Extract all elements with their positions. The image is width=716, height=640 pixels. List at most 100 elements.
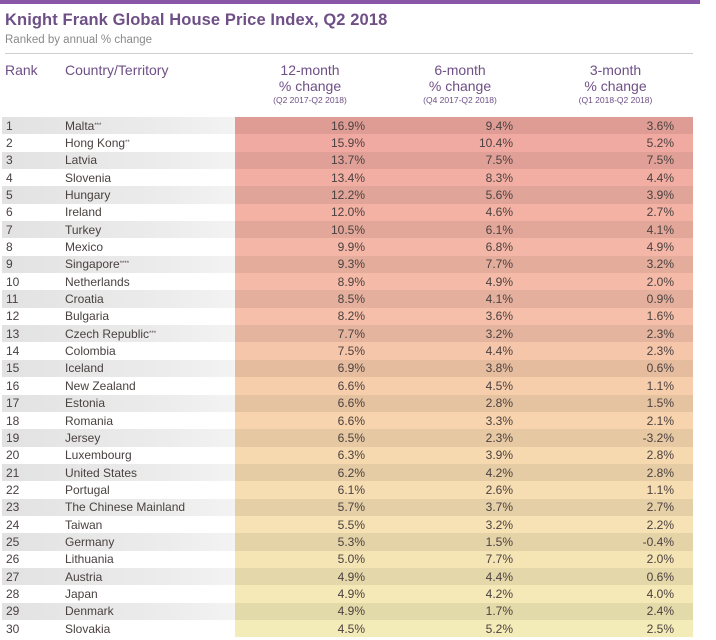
rank-cell: 21 [6, 465, 20, 480]
twelve-month-change-cell: 4.5% [337, 621, 365, 636]
three-month-change-cell: 2.0% [646, 552, 674, 567]
twelve-month-change-cell: 4.9% [337, 569, 365, 584]
country-cell: Iceland [65, 361, 104, 376]
country-cell: Denmark [65, 604, 114, 619]
row-background [2, 255, 235, 274]
row-heat-shading [235, 498, 693, 516]
country-cell: Luxembourg [65, 448, 132, 463]
table-row: 15 Iceland 6.9% 3.8% 0.6% [0, 359, 716, 378]
table-row: 13 Czech Republic *** 7.7% 3.2% 2.3% [0, 325, 716, 343]
six-month-change-cell: 2.3% [485, 430, 513, 445]
footnote-marker: *** [149, 330, 157, 337]
row-heat-shading [235, 550, 693, 568]
three-month-change-cell: 2.3% [646, 326, 674, 341]
row-heat-shading [235, 585, 693, 603]
table-row: 5 Hungary 12.2% 5.6% 3.9% [0, 186, 716, 204]
six-month-change-cell: 3.3% [485, 413, 513, 428]
row-background [2, 411, 235, 430]
three-month-change-cell: 2.1% [646, 413, 674, 428]
row-heat-shading [235, 481, 693, 499]
column-header-3-month-line1: 3-month [589, 62, 642, 78]
row-heat-shading [235, 221, 693, 239]
country-cell: Ireland [65, 205, 102, 220]
row-background [2, 273, 235, 291]
rank-cell: 8 [6, 240, 13, 255]
rank-cell: 22 [6, 482, 20, 497]
twelve-month-change-cell: 4.9% [337, 586, 365, 601]
rank-cell: 23 [6, 500, 20, 515]
rank-cell: 16 [6, 378, 20, 393]
house-price-table: 1 Malta *** 16.9% 9.4% 3.6% 2 Hong Kong ** 15.9% 1… [0, 117, 716, 638]
three-month-change-cell: 0.9% [646, 292, 674, 307]
country-cell: Jersey [65, 430, 101, 445]
row-background [2, 203, 235, 222]
three-month-change-cell: -0.4% [642, 534, 674, 549]
table-row: 25 Germany 5.3% 1.5% -0.4% [0, 533, 716, 551]
rank-cell: 12 [6, 309, 20, 324]
table-row: 7 Turkey 10.5% 6.1% 4.1% [0, 221, 716, 239]
table-row: 24 Taiwan 5.5% 3.2% 2.2% [0, 515, 716, 534]
table-row: 28 Japan 4.9% 4.2% 4.0% [0, 585, 716, 603]
row-background [2, 619, 235, 638]
row-background [2, 359, 235, 378]
twelve-month-change-cell: 9.3% [337, 257, 365, 272]
table-row: 8 Mexico 9.9% 6.8% 4.9% [0, 238, 716, 256]
row-background [2, 151, 235, 170]
row-heat-shading [235, 325, 693, 343]
table-row: 17 Estonia 6.6% 2.8% 1.5% [0, 394, 716, 412]
three-month-change-cell: 3.9% [646, 188, 674, 203]
three-month-change-cell: 2.7% [646, 500, 674, 515]
rank-cell: 26 [6, 552, 20, 567]
country-cell: Lithuania [65, 552, 114, 567]
table-row: 9 Singapore **** 9.3% 7.7% 3.2% [0, 255, 716, 274]
row-background [2, 186, 235, 204]
table-row: 27 Austria 4.9% 4.4% 0.6% [0, 567, 716, 586]
twelve-month-change-cell: 8.9% [337, 274, 365, 289]
rank-cell: 6 [6, 205, 13, 220]
country-cell: United States [65, 465, 138, 480]
row-background [2, 342, 235, 360]
row-heat-shading [235, 151, 693, 170]
table-row: 29 Denmark 4.9% 1.7% 2.4% [0, 602, 716, 620]
row-heat-shading [235, 567, 693, 586]
rank-cell: 5 [6, 188, 13, 203]
row-heat-shading [235, 186, 693, 204]
six-month-change-cell: 4.5% [485, 378, 513, 393]
twelve-month-change-cell: 15.9% [330, 136, 365, 151]
twelve-month-change-cell: 12.0% [330, 205, 365, 220]
country-cell: Portugal [65, 482, 110, 497]
country-cell: Slovakia [65, 621, 111, 636]
country-cell: Hong Kong ** [65, 136, 130, 151]
row-heat-shading [235, 290, 693, 308]
three-month-change-cell: 5.2% [646, 136, 674, 151]
six-month-change-cell: 3.6% [485, 309, 513, 324]
rank-cell: 11 [6, 292, 19, 307]
row-heat-shading [235, 359, 693, 378]
top-accent-bar [0, 0, 700, 4]
row-heat-shading [235, 377, 693, 395]
country-cell: Austria [65, 569, 103, 584]
row-background [2, 567, 235, 586]
table-row: 4 Slovenia 13.4% 8.3% 4.4% [0, 169, 716, 187]
column-header-12-month-line1: 12-month [280, 62, 340, 78]
six-month-change-cell: 5.2% [485, 621, 513, 636]
six-month-change-cell: 8.3% [485, 170, 513, 185]
row-background [2, 550, 235, 568]
table-row: 10 Netherlands 8.9% 4.9% 2.0% [0, 273, 716, 291]
row-background [2, 307, 235, 326]
twelve-month-change-cell: 7.7% [337, 326, 365, 341]
footnote-marker: ** [125, 140, 130, 147]
column-header-3-month: 3-month % change (Q1 2018-Q2 2018) [538, 62, 693, 107]
three-month-change-cell: 4.0% [646, 586, 674, 601]
column-header-6-month-line2: % change [428, 78, 492, 94]
row-background [2, 394, 235, 412]
three-month-change-cell: 2.8% [646, 448, 674, 463]
six-month-change-cell: 1.5% [485, 534, 513, 549]
rank-cell: 14 [6, 344, 20, 359]
three-month-change-cell: 2.0% [646, 274, 674, 289]
rank-cell: 10 [6, 274, 20, 289]
country-cell: Estonia [65, 396, 106, 411]
row-heat-shading [235, 619, 693, 638]
rank-cell: 3 [6, 153, 13, 168]
table-row: 18 Romania 6.6% 3.3% 2.1% [0, 411, 716, 430]
